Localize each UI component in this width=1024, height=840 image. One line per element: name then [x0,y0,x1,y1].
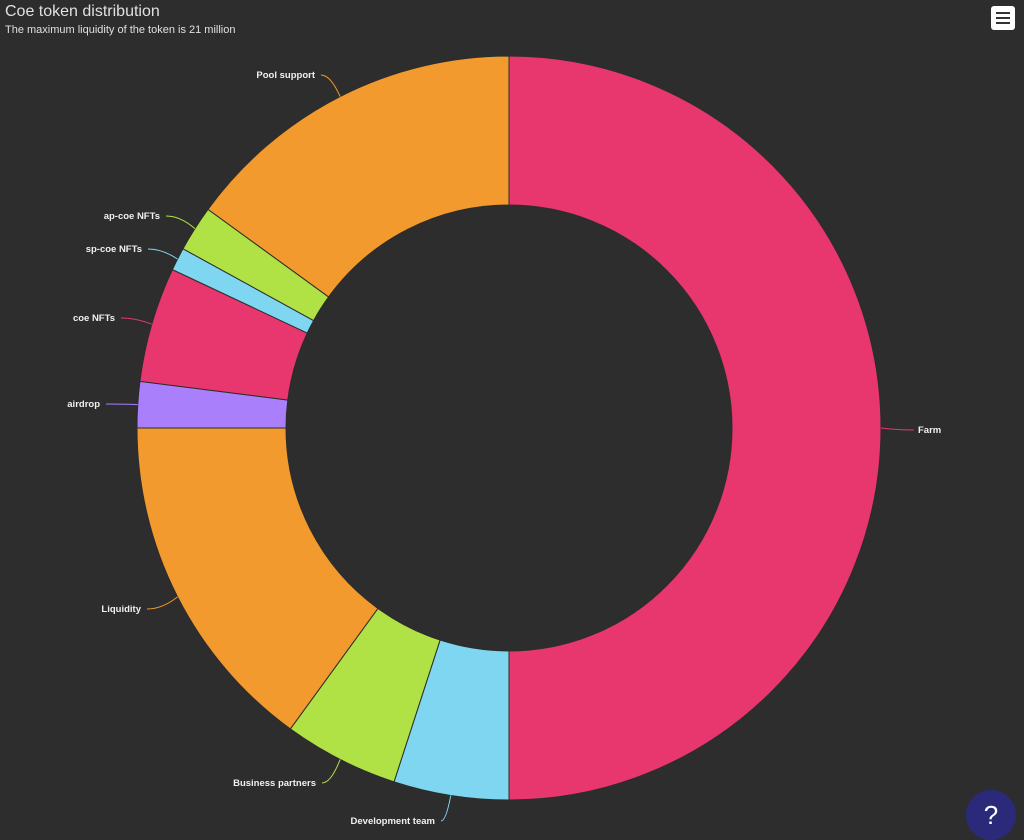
hamburger-menu-icon[interactable] [991,6,1015,30]
data-label: ap-coe NFTs [104,211,160,222]
connector-line [146,596,178,610]
connector-line [147,248,178,260]
connector-line [105,403,138,406]
chart-subtitle: The maximum liquidity of the token is 21… [5,24,236,36]
data-label: Liquidity [101,604,141,615]
connector-line [440,795,452,822]
data-label: Pool support [256,70,315,81]
data-label: Business partners [233,778,316,789]
connector-line [321,759,341,784]
connector-line [120,317,152,325]
data-label: Development team [351,816,435,827]
data-label: sp-coe NFTs [86,244,142,255]
help-button[interactable]: ? [966,790,1016,840]
data-label: Farm [918,425,941,436]
data-label: airdrop [67,399,100,410]
connector-line [880,427,915,431]
data-label: coe NFTs [73,313,115,324]
chart-title: Coe token distribution [5,3,160,20]
slice-pool-support[interactable] [207,55,510,298]
slice-farm[interactable] [508,55,882,801]
slice-liquidity[interactable] [136,427,379,730]
connector-line [320,74,341,97]
connector-line [165,215,196,230]
